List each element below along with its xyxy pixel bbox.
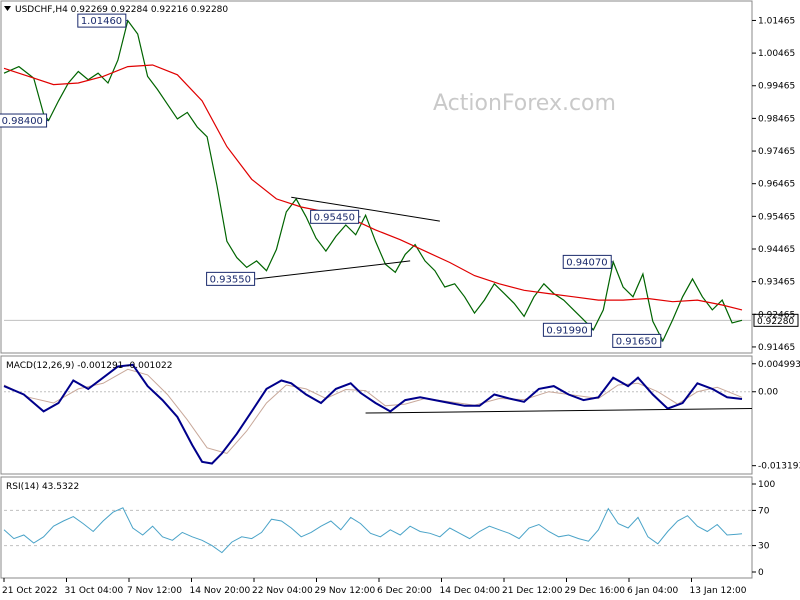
rsi-panel-frame [0, 476, 753, 579]
x-tick-label: 6 Dec 20:00 [377, 586, 432, 596]
price-panel-frame [0, 0, 753, 354]
macd-line [3, 363, 743, 465]
rsi-y-tick-label: 30 [758, 542, 770, 552]
watermark: ActionForex.com [433, 91, 616, 116]
axis-layer: 1.01465 1.00465 0.99465 0.98465 0.97465 0.964… [2, 16, 800, 596]
annotation-box [612, 333, 662, 348]
current-price-tag [753, 313, 799, 327]
x-tick-label: 14 Dec 04:00 [440, 586, 501, 596]
x-tick-label: 29 Dec 16:00 [565, 586, 626, 596]
rsi-y-tick-label: 0 [758, 568, 764, 578]
rsi-y-tick-label: 100 [758, 480, 775, 490]
rsi-layer [3, 507, 752, 554]
x-tick-label: 22 Nov 04:00 [252, 586, 313, 596]
x-tick-label: 29 Nov 12:00 [315, 586, 376, 596]
price-y-tick-label: 0.99465 [758, 82, 795, 92]
annotation-label: 0.95450 [314, 212, 355, 223]
annotation-label: 0.93550 [210, 274, 251, 285]
macd-support-line [365, 408, 753, 414]
price-line [3, 19, 743, 343]
x-tick-label: 21 Oct 2022 [2, 586, 58, 596]
trendline [256, 260, 411, 280]
current-price-label: 0.92280 [757, 317, 794, 327]
symbol-header: USDCHF,H4 0.92269 0.92284 0.92216 0.9228… [15, 5, 228, 15]
annotation-label: 0.98400 [2, 116, 43, 127]
x-tick-label: 13 Jan 12:00 [690, 586, 747, 596]
annotation-box [542, 322, 592, 337]
macd-signal-line [3, 368, 743, 454]
price-y-tick-label: 0.95465 [758, 212, 795, 222]
price-layer: 0.92280 1.01460 0.98400 0.95450 0.93550 0.940… [0, 13, 799, 348]
macd-y-tick-label: 0.00 [758, 388, 778, 398]
annotation-box [0, 113, 48, 128]
moving-average-line [3, 64, 743, 311]
price-y-tick-label: 0.91465 [758, 343, 795, 353]
x-tick-label: 14 Nov 20:00 [190, 586, 251, 596]
annotation-label: 0.91990 [546, 325, 587, 336]
annotation-box [562, 254, 612, 269]
price-y-tick-label: 1.00465 [758, 49, 795, 59]
price-y-tick-label: 0.93465 [758, 278, 795, 288]
x-tick-label: 21 Dec 12:00 [502, 586, 563, 596]
rsi-line [3, 507, 743, 554]
x-tick-label: 7 Nov 12:00 [127, 586, 182, 596]
trendline [291, 196, 440, 222]
price-y-tick-label: 0.94465 [758, 245, 795, 255]
annotation-label: 1.01460 [81, 16, 122, 27]
annotation-box [77, 13, 127, 28]
macd-panel-frame [0, 355, 753, 475]
rsi-header: RSI(14) 43.5322 [6, 482, 79, 492]
price-y-tick-label: 0.96465 [758, 180, 795, 190]
annotation-label: 0.91650 [616, 336, 657, 347]
annotation-label: 0.94070 [566, 257, 607, 268]
macd-y-tick-label: 0.004993 [758, 360, 800, 370]
price-y-tick-label: 0.98465 [758, 114, 795, 124]
annotation-box [206, 271, 256, 286]
macd-header: MACD(12,26,9) -0.001291 -0.001022 [6, 361, 172, 371]
x-tick-label: 6 Jan 04:00 [627, 586, 679, 596]
x-tick-label: 31 Oct 04:00 [65, 586, 124, 596]
macd-layer [3, 363, 753, 465]
rsi-y-tick-label: 70 [758, 506, 770, 516]
price-y-tick-label: 0.97465 [758, 147, 795, 157]
price-y-tick-label: 0.92465 [758, 310, 795, 320]
macd-y-tick-label: -0.013193 [758, 462, 800, 472]
collapse-triangle-icon[interactable] [4, 6, 11, 11]
price-y-tick-label: 1.01465 [758, 16, 795, 26]
annotation-box [310, 209, 360, 224]
